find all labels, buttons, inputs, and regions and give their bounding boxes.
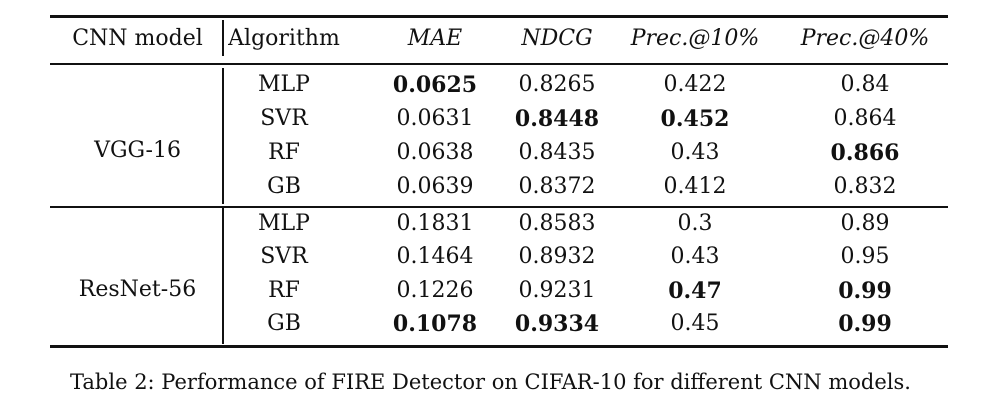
resnet-mlp-prec10: 0.3 — [677, 211, 713, 236]
vgg-gb-algorithm: GB — [267, 174, 301, 199]
vgg-gb-ndcg: 0.8372 — [518, 174, 596, 199]
header-rule — [50, 63, 948, 65]
resnet-gb-algorithm: GB — [267, 311, 301, 336]
vgg-mlp-algorithm: MLP — [258, 72, 310, 97]
resnet-gb-mae: 0.1078 — [392, 311, 478, 337]
header-cnn-model: CNN model — [72, 26, 203, 51]
resnet-mlp-mae: 0.1831 — [396, 211, 474, 236]
table-caption: Table 2: Performance of FIRE Detector on… — [70, 370, 911, 394]
resnet-svr-mae: 0.1464 — [396, 244, 474, 269]
resnet-gb-prec40: 0.99 — [838, 311, 892, 337]
vgg-mlp-mae: 0.0625 — [392, 72, 478, 98]
vgg-mlp-prec10: 0.422 — [663, 72, 727, 97]
resnet-gb-ndcg: 0.9334 — [514, 311, 600, 337]
header-prec-10: Prec.@10% — [630, 26, 760, 51]
vgg-svr-mae: 0.0631 — [396, 106, 474, 131]
vgg-gb-prec40: 0.832 — [833, 174, 897, 199]
resnet-rf-prec10: 0.47 — [668, 278, 722, 304]
header-vertical-rule — [222, 20, 224, 56]
bottom-rule — [50, 345, 948, 348]
resnet-svr-ndcg: 0.8932 — [518, 244, 596, 269]
vgg-rf-mae: 0.0638 — [396, 140, 474, 165]
vgg-mlp-ndcg: 0.8265 — [518, 72, 596, 97]
vgg-rf-ndcg: 0.8435 — [518, 140, 596, 165]
header-ndcg: NDCG — [521, 26, 593, 51]
resnet-svr-algorithm: SVR — [260, 244, 308, 269]
group-label-resnet56: ResNet-56 — [78, 277, 197, 302]
vgg-rf-prec10: 0.43 — [670, 140, 720, 165]
vgg-svr-prec10: 0.452 — [660, 106, 730, 132]
vgg-svr-ndcg: 0.8448 — [514, 106, 600, 132]
vgg-rf-algorithm: RF — [268, 140, 300, 165]
vgg-rf-prec40: 0.866 — [830, 140, 900, 166]
vgg-mlp-prec40: 0.84 — [840, 72, 890, 97]
resnet-mlp-algorithm: MLP — [258, 211, 310, 236]
resnet-svr-prec10: 0.43 — [670, 244, 720, 269]
resnet-mlp-ndcg: 0.8583 — [518, 211, 596, 236]
resnet-rf-ndcg: 0.9231 — [518, 278, 596, 303]
resnet-rf-algorithm: RF — [268, 278, 300, 303]
header-prec-40: Prec.@40% — [800, 26, 930, 51]
resnet-svr-prec40: 0.95 — [840, 244, 890, 269]
resnet-gb-prec10: 0.45 — [670, 311, 720, 336]
vgg-gb-prec10: 0.412 — [663, 174, 727, 199]
header-algorithm: Algorithm — [228, 26, 340, 51]
resnet-mlp-prec40: 0.89 — [840, 211, 890, 236]
vgg-vertical-rule — [222, 68, 224, 204]
vgg-svr-algorithm: SVR — [260, 106, 308, 131]
group-label-vgg16: VGG-16 — [94, 138, 181, 163]
resnet-rf-mae: 0.1226 — [396, 278, 474, 303]
top-rule — [50, 15, 948, 18]
vgg-gb-mae: 0.0639 — [396, 174, 474, 199]
resnet-rf-prec40: 0.99 — [838, 278, 892, 304]
group-separator-rule — [50, 206, 948, 208]
resnet-vertical-rule — [222, 208, 224, 344]
header-mae: MAE — [407, 26, 463, 51]
vgg-svr-prec40: 0.864 — [833, 106, 897, 131]
